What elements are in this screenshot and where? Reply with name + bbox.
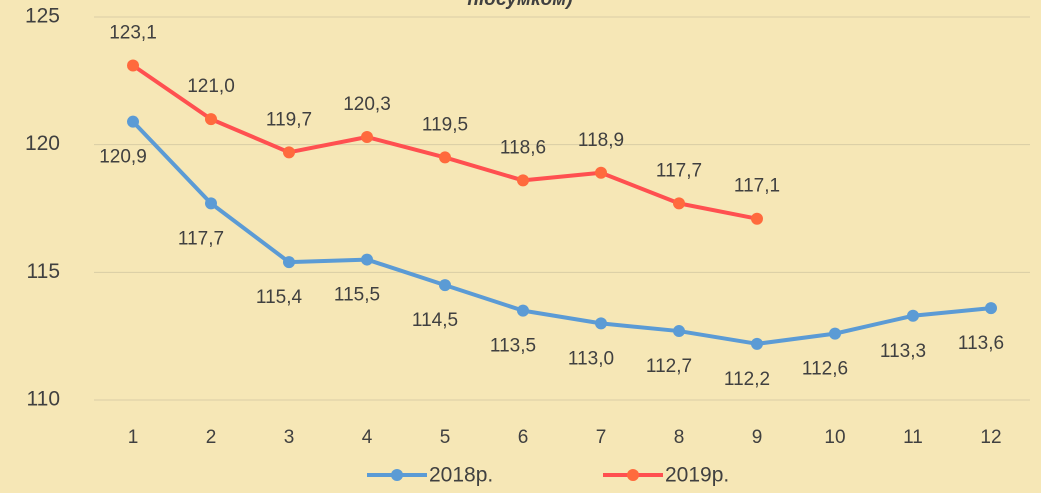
point: [283, 146, 295, 159]
data-label: 113,0: [568, 348, 614, 369]
x-tick-label: 3: [284, 427, 295, 448]
x-tick-label: 6: [518, 427, 529, 448]
data-label: 118,6: [500, 137, 546, 158]
point: [205, 197, 217, 210]
point: [595, 166, 607, 179]
data-label: 119,7: [266, 109, 312, 130]
x-tick-label: 7: [596, 427, 607, 448]
point: [673, 197, 685, 210]
data-label: 114,5: [412, 310, 458, 331]
point: [517, 174, 529, 187]
data-label: 113,5: [490, 336, 536, 357]
data-label: 115,5: [334, 285, 380, 306]
legend-label: 2019р.: [665, 464, 729, 487]
point: [751, 212, 763, 225]
point: [517, 304, 529, 317]
point: [439, 279, 451, 292]
point: [595, 317, 607, 330]
point: [283, 256, 295, 269]
data-label: 119,5: [422, 114, 468, 135]
point: [985, 302, 997, 315]
data-label: 117,7: [656, 160, 702, 181]
y-tick-label: 120: [25, 132, 60, 155]
data-label: 115,4: [256, 287, 303, 308]
x-tick-label: 5: [440, 427, 451, 448]
y-tick-label: 125: [25, 5, 60, 28]
data-label: 113,6: [958, 333, 1004, 354]
data-label: 123,1: [109, 23, 157, 44]
point: [361, 131, 373, 144]
point: [829, 327, 841, 340]
x-tick-label: 8: [674, 427, 685, 448]
data-label: 118,9: [578, 130, 624, 151]
point: [751, 337, 763, 350]
point: [361, 253, 373, 266]
point: [205, 113, 217, 126]
legend-marker: [627, 469, 639, 481]
x-tick-label: 1: [128, 427, 139, 448]
x-tick-label: 10: [824, 427, 845, 448]
x-tick-label: 2: [206, 427, 217, 448]
point: [673, 325, 685, 338]
x-tick-label: 4: [362, 427, 373, 448]
data-label: 113,3: [880, 341, 926, 362]
data-label: 120,3: [343, 94, 391, 115]
chart-title: підсумком): [467, 0, 572, 10]
data-label: 121,0: [187, 76, 235, 97]
data-label: 117,1: [734, 176, 780, 197]
data-label: 112,6: [802, 359, 848, 380]
point: [907, 309, 919, 322]
point: [439, 151, 451, 164]
legend-label: 2018р.: [429, 464, 493, 487]
data-label: 120,9: [99, 147, 147, 168]
data-label: 117,7: [178, 228, 224, 249]
legend-marker: [391, 469, 403, 481]
data-label: 112,2: [724, 369, 770, 390]
point: [127, 59, 139, 72]
x-tick-label: 9: [752, 427, 763, 448]
point: [127, 115, 139, 128]
data-label: 112,7: [646, 356, 692, 377]
x-tick-label: 12: [980, 427, 1001, 448]
y-tick-label: 115: [27, 260, 60, 283]
series-line: [131, 120, 992, 346]
y-tick-label: 110: [27, 388, 60, 411]
x-tick-label: 11: [903, 427, 923, 448]
